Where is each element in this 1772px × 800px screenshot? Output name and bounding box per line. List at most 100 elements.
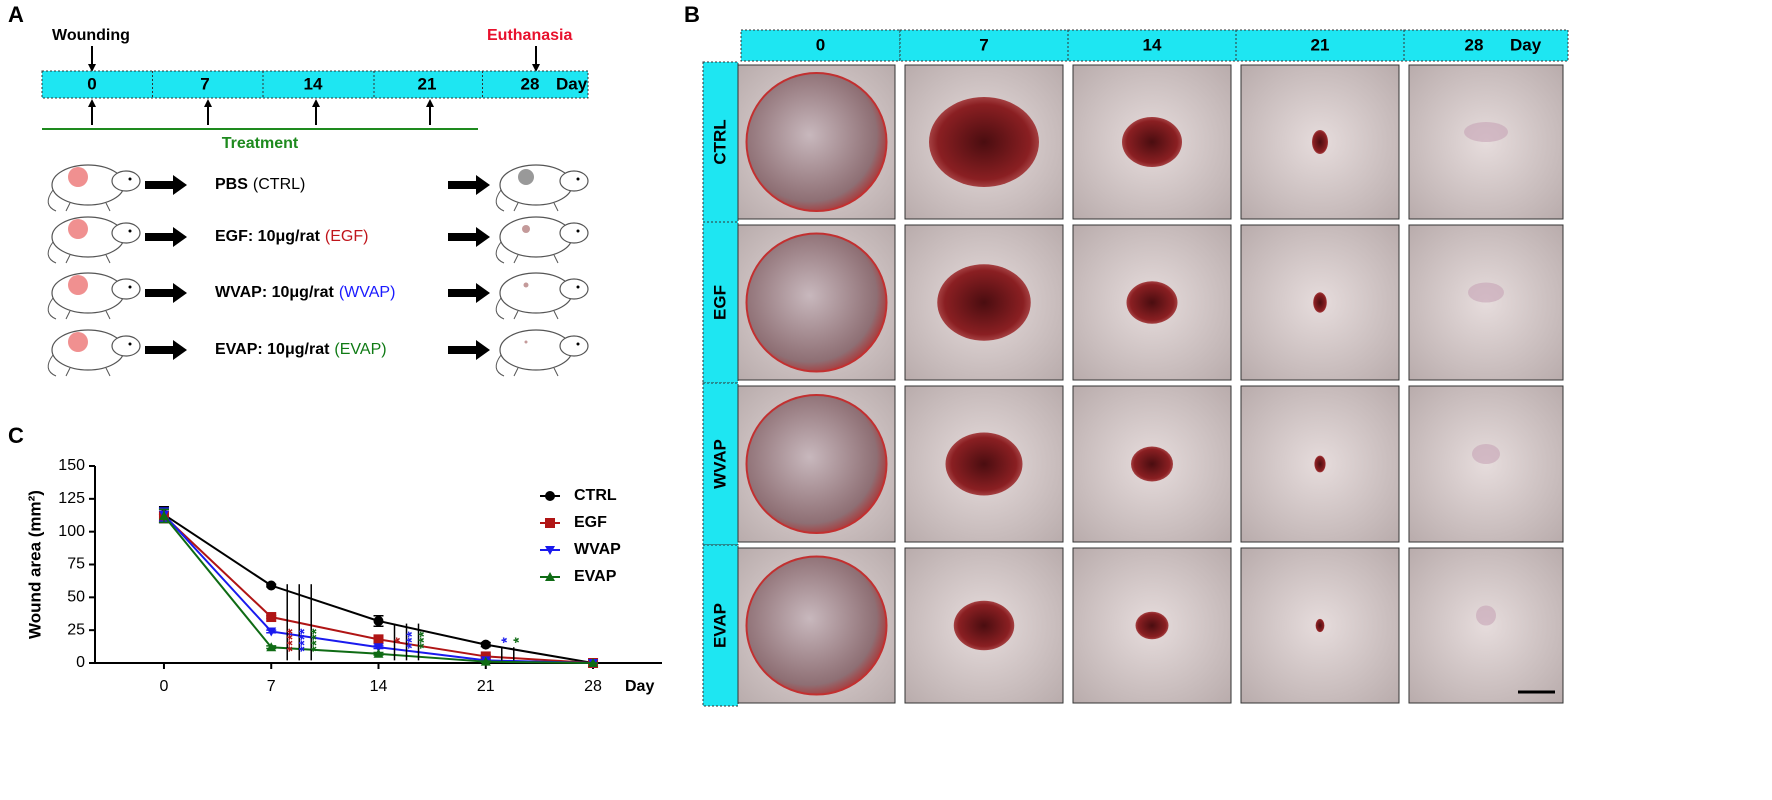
- scar: [1472, 444, 1500, 464]
- panel-label: C: [8, 423, 24, 448]
- wound: [945, 432, 1023, 496]
- group-agent: PBS: [215, 176, 248, 193]
- header-cell: [740, 29, 901, 62]
- panel-b: B 0 7 14 21 28 Day CTRL EGF WVAP EVAP: [684, 2, 1569, 707]
- timeline-label: 28: [521, 74, 540, 93]
- rat-eye: [128, 177, 132, 181]
- rat-after: [495, 216, 589, 264]
- rat-head: [111, 278, 141, 300]
- panel-label: A: [8, 2, 24, 27]
- rat-head: [111, 335, 141, 357]
- group-agent: EGF: 10μg/rat: [215, 228, 321, 245]
- panel-a: A Wounding Euthanasia Treatment PBS (CTRL…: [8, 2, 589, 377]
- row-label: CTRL: [710, 119, 729, 164]
- x-tick-label: 21: [477, 678, 495, 695]
- point: [373, 615, 384, 626]
- timeline-bar: [41, 70, 589, 99]
- series: [158, 508, 599, 667]
- timeline-label: 0: [87, 74, 96, 93]
- rat-tail: [495, 241, 505, 264]
- wound-spot: [518, 169, 534, 185]
- legend-label: WVAP: [574, 541, 621, 558]
- significance: ***: [403, 631, 420, 649]
- point: [588, 658, 599, 667]
- y-axis-label: Wound area (mm²): [25, 490, 44, 639]
- rat-tail: [495, 354, 505, 377]
- point: [266, 580, 277, 591]
- timeline-label: 7: [200, 74, 209, 93]
- wound: [929, 97, 1039, 187]
- row-label: EVAP: [710, 603, 729, 648]
- column-unit: Day: [1510, 35, 1542, 54]
- wound: [1126, 281, 1178, 324]
- row-label: EGF: [710, 285, 729, 320]
- y-tick-label: 150: [58, 457, 85, 474]
- rat-head: [559, 222, 589, 244]
- group-agent: EVAP: 10μg/rat: [215, 341, 330, 358]
- wound-spot: [522, 225, 530, 233]
- wound: [1315, 618, 1325, 633]
- significance: *: [499, 637, 516, 643]
- x-tick-label: 0: [160, 678, 169, 695]
- group-code: (EVAP): [334, 341, 386, 358]
- rat-feet: [513, 202, 559, 212]
- scar: [1464, 122, 1508, 142]
- wound: [953, 600, 1015, 651]
- big-arrow: [145, 283, 187, 303]
- wound-photo: [1240, 385, 1400, 543]
- wound-spot: [523, 282, 529, 288]
- wound: [745, 394, 888, 534]
- rat-eye: [576, 229, 580, 233]
- point: [480, 656, 491, 666]
- rat-feet: [513, 254, 559, 264]
- rat-head: [111, 170, 141, 192]
- wound: [1135, 611, 1169, 640]
- rat-head: [559, 335, 589, 357]
- header-cell: [1235, 29, 1405, 62]
- rat-tail: [47, 354, 57, 377]
- legend-marker: [545, 572, 555, 581]
- rat-tail: [47, 241, 57, 264]
- significance: *: [511, 637, 528, 643]
- significance: ****: [308, 628, 325, 652]
- group-text: WVAP: 10μg/rat (WVAP): [215, 284, 395, 301]
- group-text: PBS (CTRL): [215, 176, 305, 193]
- wound: [745, 232, 888, 373]
- wounding-label: Wounding: [52, 27, 130, 44]
- timeline-label: 14: [304, 74, 323, 93]
- rat-tail: [495, 189, 505, 212]
- significance: ****: [296, 628, 313, 652]
- row-label: WVAP: [710, 439, 729, 489]
- rat-feet: [65, 367, 111, 377]
- wound: [1312, 130, 1328, 154]
- legend-label: EVAP: [574, 568, 617, 585]
- big-arrow: [145, 340, 187, 360]
- column-label: 14: [1143, 35, 1162, 54]
- wound-spot: [68, 275, 88, 295]
- legend-label: EGF: [574, 514, 607, 531]
- significance: ***: [415, 631, 432, 649]
- rat-head: [111, 222, 141, 244]
- y-tick-label: 50: [67, 589, 85, 606]
- wound: [1122, 117, 1182, 167]
- wound: [745, 72, 888, 212]
- header-cell: [1403, 29, 1569, 62]
- rat-eye: [576, 342, 580, 346]
- significance: *: [391, 637, 408, 643]
- wound: [745, 555, 888, 696]
- panel-c: C 0 25 50 75 100 125 150 0 7 14 21 28 Day Wound area …: [8, 423, 662, 695]
- legend-label: CTRL: [574, 487, 617, 504]
- y-tick-label: 25: [67, 621, 85, 638]
- rat-eye: [576, 177, 580, 181]
- column-label: 0: [816, 35, 825, 54]
- timeline-label: 21: [418, 74, 437, 93]
- rat-feet: [65, 202, 111, 212]
- y-tick-label: 100: [58, 523, 85, 540]
- column-label: 28: [1465, 35, 1484, 54]
- wound-spot: [68, 167, 88, 187]
- rat-eye: [128, 285, 132, 289]
- rat-tail: [47, 297, 57, 320]
- x-tick-label: 7: [267, 678, 276, 695]
- group-code: (EGF): [325, 228, 369, 245]
